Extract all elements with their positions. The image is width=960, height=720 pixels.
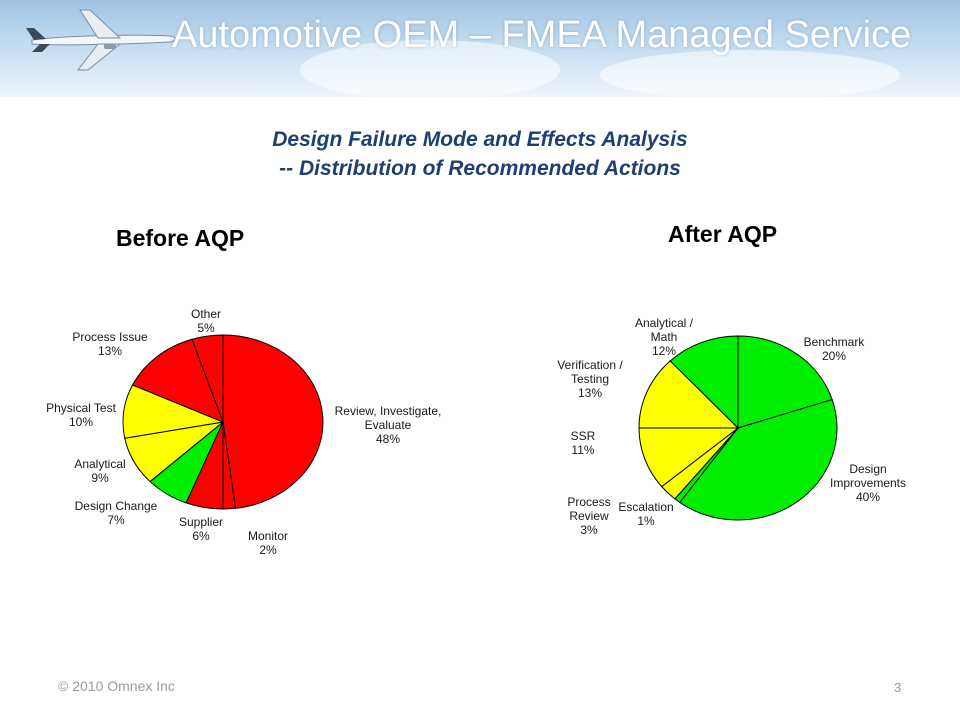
after-slice-label-6-line-1: Math: [651, 330, 678, 344]
before-slice-label-6-line-0: Process Issue: [72, 330, 148, 344]
after-slice-label-3-line-0: Process: [567, 495, 610, 509]
before-slice-label-1-line-1: 2%: [259, 543, 277, 557]
after-slice-label-3: Process Review 3%: [567, 495, 610, 537]
after-slice-label-2-line-0: Escalation: [618, 500, 673, 514]
before-pie-slice-7: [191, 334, 224, 423]
airplane-icon: [26, 9, 176, 71]
before-slice-label-7: Other 5%: [191, 307, 221, 335]
before-slice-label-6-line-1: 13%: [98, 344, 122, 358]
header-banner: Automotive OEM – FMEA Managed Service: [0, 0, 960, 100]
cloud-decoration: [600, 50, 900, 100]
after-slice-label-4-line-1: 11%: [571, 443, 594, 457]
before-aqp-title: Before AQP: [116, 225, 245, 251]
copyright-text: © 2010 Omnex Inc: [58, 678, 175, 694]
before-slice-label-7-line-0: Other: [191, 307, 221, 321]
after-slice-label-3-line-1: Review: [569, 509, 609, 523]
chart-subtitle-line-2: -- Distribution of Recommended Actions: [279, 157, 681, 180]
before-slice-label-7-line-1: 5%: [197, 321, 215, 335]
after-slice-label-1-line-1: Improvements: [830, 476, 906, 490]
after-slice-label-6: Analytical / Math 12%: [635, 316, 694, 358]
before-slice-label-6: Process Issue 13%: [72, 330, 148, 358]
after-slice-label-2: Escalation 1%: [618, 500, 673, 528]
before-slice-label-5: Physical Test 10%: [46, 401, 116, 429]
before-slice-label-0: Review, Investigate, Evaluate 48%: [335, 404, 442, 446]
after-slice-label-5: Verification / Testing 13%: [557, 358, 623, 400]
before-slice-label-0-line-0: Review, Investigate,: [335, 404, 442, 418]
page-number: 3: [894, 680, 902, 695]
before-pie-slice-0: [222, 334, 324, 509]
page-title: Automotive OEM – FMEA Managed Service: [172, 14, 912, 56]
before-slice-label-3-line-1: 7%: [107, 513, 125, 527]
before-slice-label-4-line-0: Analytical: [74, 457, 125, 471]
after-pie-slice-4: [638, 427, 740, 488]
after-aqp-title: After AQP: [668, 221, 778, 247]
after-slice-label-0-line-0: Benchmark: [804, 335, 866, 349]
after-slice-label-4-line-0: SSR: [571, 429, 596, 443]
after-slice-label-5-line-0: Verification /: [557, 358, 623, 372]
before-slice-label-3: Design Change 7%: [75, 499, 158, 527]
after-pie-slice-1: [679, 398, 838, 521]
chart-subtitle-line-1: Design Failure Mode and Effects Analysis: [272, 128, 688, 151]
after-pie-slice-5: [638, 360, 740, 429]
before-slice-label-0-line-3: 48%: [376, 432, 400, 446]
after-slice-label-4: SSR 11%: [571, 429, 596, 457]
before-slice-label-2-line-1: 6%: [192, 529, 210, 543]
before-slice-label-2-line-0: Supplier: [179, 515, 223, 529]
before-slice-label-4-line-1: 9%: [91, 471, 109, 485]
before-slice-label-0-line-1: Evaluate: [365, 418, 412, 432]
before-slice-label-5-line-1: 10%: [69, 415, 93, 429]
after-slice-label-2-line-1: 1%: [637, 514, 655, 528]
before-slice-label-2: Supplier 6%: [179, 515, 223, 543]
after-slice-label-6-line-2: 12%: [652, 344, 676, 358]
after-slice-label-0: Benchmark 20%: [804, 335, 866, 363]
after-slice-label-5-line-1: Testing: [571, 372, 609, 386]
after-slice-label-3-line-2: 3%: [580, 523, 598, 537]
after-pie-slice-0: [737, 335, 833, 429]
before-pie-slice-6: [131, 338, 224, 423]
before-slice-label-4: Analytical 9%: [74, 457, 125, 485]
after-pie-slice-6: [669, 335, 739, 430]
before-slice-label-3-line-0: Design Change: [75, 499, 158, 513]
before-slice-label-1: Monitor 2%: [248, 529, 288, 557]
after-slice-label-6-line-0: Analytical /: [635, 316, 694, 330]
after-slice-label-1: Design Improvements 40%: [830, 462, 906, 504]
after-slice-label-1-line-2: 40%: [856, 490, 880, 504]
after-slice-label-0-line-1: 20%: [822, 349, 846, 363]
before-slice-label-5-line-0: Physical Test: [46, 401, 116, 415]
after-slice-label-5-line-2: 13%: [578, 386, 602, 400]
before-slice-label-1-line-0: Monitor: [248, 529, 288, 543]
cloud-decoration: [300, 40, 560, 100]
after-slice-label-1-line-0: Design: [849, 462, 886, 476]
